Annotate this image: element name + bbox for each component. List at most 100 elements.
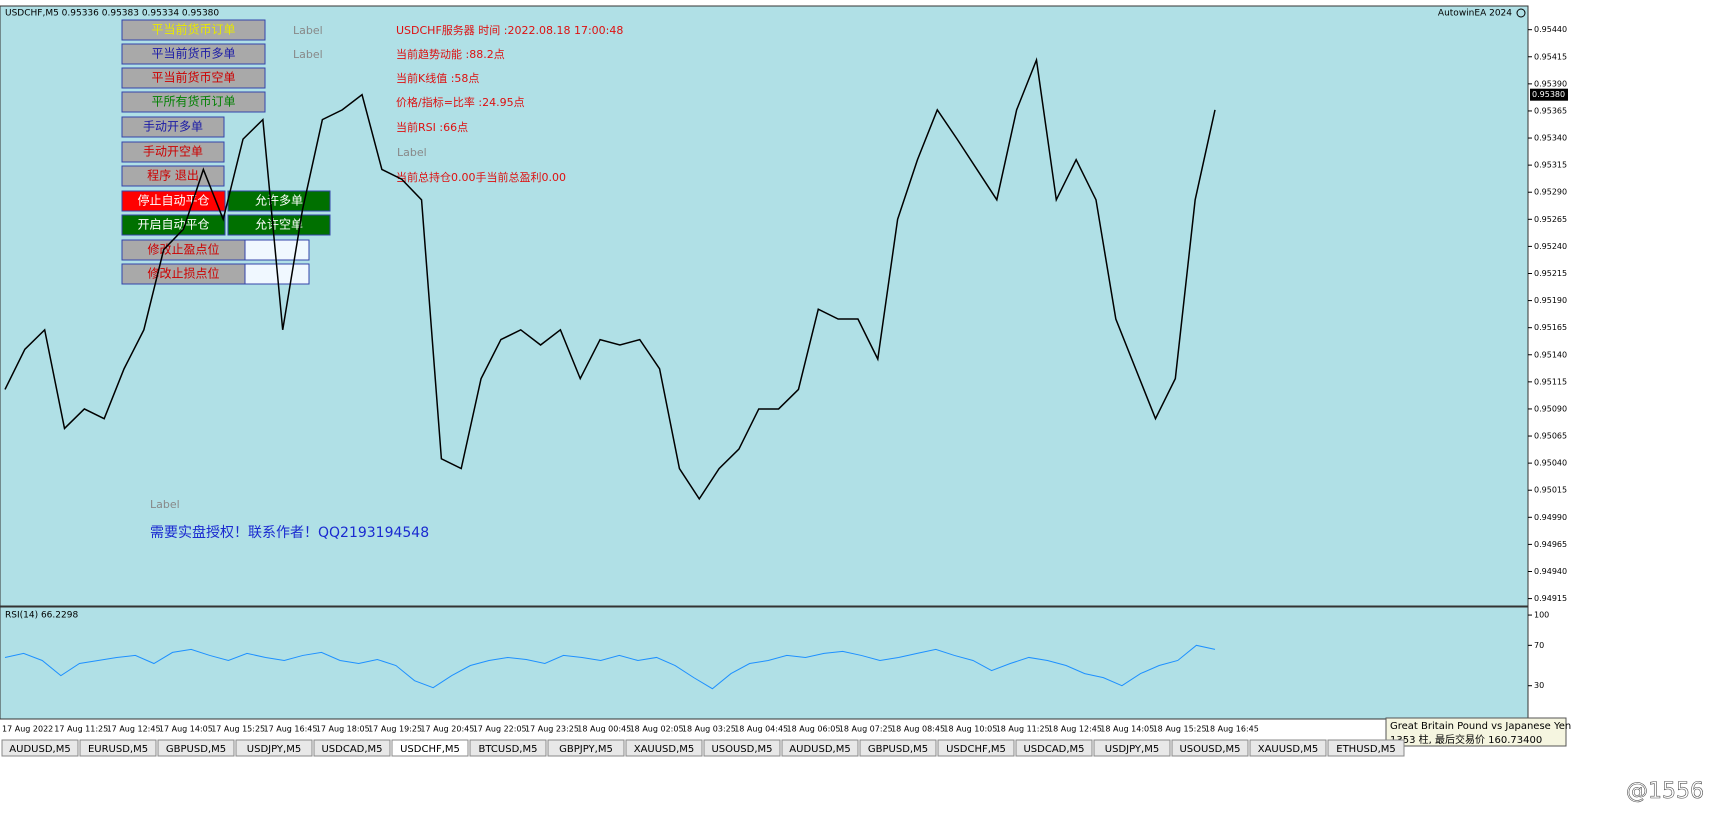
x-tick-label: 18 Aug 15:25: [1153, 725, 1207, 734]
x-tick-label: 17 Aug 19:25: [368, 725, 422, 734]
info-text: 当前总持仓0.00手当前总盈利0.00: [396, 170, 566, 184]
tab-label[interactable]: USDCHF,M5: [400, 744, 460, 755]
rsi-panel: [0, 606, 1529, 720]
tab[interactable]: [391, 739, 469, 757]
button-label[interactable]: 允许空单: [255, 217, 303, 232]
button[interactable]: [227, 214, 331, 236]
watermark: @1556: [1626, 779, 1704, 804]
tab-label[interactable]: GBPUSD,M5: [166, 744, 226, 755]
tab-label[interactable]: USDCAD,M5: [1023, 744, 1084, 755]
x-tick-label: 17 Aug 12:45: [107, 725, 161, 734]
y-tick-label: 0.95140: [1534, 350, 1567, 359]
tab-label[interactable]: XAUUSD,M5: [1258, 744, 1319, 755]
y-tick-label: 0.94915: [1534, 594, 1567, 603]
x-tick-label: 18 Aug 14:05: [1100, 725, 1154, 734]
symbol-info: USDCHF,M5 0.95336 0.95383 0.95334 0.9538…: [5, 9, 219, 19]
tab[interactable]: [469, 739, 547, 757]
button-label[interactable]: 修改止盈点位: [147, 242, 219, 257]
x-tick-label: 17 Aug 22:05: [473, 725, 527, 734]
tab[interactable]: [1093, 739, 1171, 757]
x-tick-label: 17 Aug 15:25: [211, 725, 265, 734]
tab-label[interactable]: BTCUSD,M5: [479, 744, 538, 755]
y-tick-label: 0.95265: [1534, 215, 1567, 224]
button[interactable]: [121, 190, 226, 212]
button[interactable]: [121, 67, 266, 89]
button-label[interactable]: 修改止损点位: [147, 266, 219, 281]
x-tick-label: 17 Aug 14:05: [159, 725, 213, 734]
button[interactable]: [121, 19, 266, 41]
button[interactable]: [121, 116, 225, 138]
tab[interactable]: [235, 739, 313, 757]
button[interactable]: [121, 214, 226, 236]
tab[interactable]: [313, 739, 391, 757]
y-tick-label: 0.95240: [1534, 242, 1567, 251]
button-label[interactable]: 手动开空单: [143, 145, 203, 159]
tab[interactable]: [625, 739, 703, 757]
x-tick-label: 18 Aug 12:45: [1048, 725, 1102, 734]
tab-label[interactable]: GBPJPY,M5: [559, 744, 613, 755]
y-tick-label: 0.94965: [1534, 540, 1567, 549]
y-tick-label: 0.95190: [1534, 296, 1567, 305]
button[interactable]: [121, 141, 225, 163]
notice: 需要实盘授权！联系作者！QQ2193194548: [150, 524, 429, 541]
button-label[interactable]: 平当前货币空单: [151, 70, 235, 85]
tab-label[interactable]: EURUSD,M5: [88, 744, 148, 755]
x-tick-label: 17 Aug 11:25: [54, 725, 108, 734]
tab[interactable]: [859, 739, 937, 757]
y-tick-label: 0.95440: [1534, 25, 1567, 34]
tab[interactable]: [547, 739, 625, 757]
tab[interactable]: [157, 739, 235, 757]
button-label[interactable]: 平当前货币多单: [151, 46, 235, 61]
tab-label[interactable]: XAUUSD,M5: [634, 744, 695, 755]
x-tick-label: 17 Aug 18:05: [316, 725, 370, 734]
tab[interactable]: [1, 739, 79, 757]
tab-label[interactable]: USDJPY,M5: [247, 744, 301, 755]
button-label[interactable]: 手动开多单: [143, 120, 203, 134]
tab[interactable]: [79, 739, 157, 757]
button-label[interactable]: 允许多单: [255, 193, 303, 208]
tab-label[interactable]: USDCHF,M5: [946, 744, 1006, 755]
button-label[interactable]: 程序 退出: [147, 168, 199, 183]
tab[interactable]: [1171, 739, 1249, 757]
x-tick-label: 17 Aug 23:25: [525, 725, 579, 734]
y-tick-label: 0.95315: [1534, 161, 1567, 170]
button-label[interactable]: 平所有货币订单: [151, 94, 235, 109]
tab-label[interactable]: AUDUSD,M5: [789, 744, 850, 755]
tab[interactable]: [703, 739, 781, 757]
info-text: 当前趋势动能 :88.2点: [396, 47, 505, 61]
info-text: USDCHF服务器 时间 :2022.08.18 17:00:48: [396, 24, 623, 37]
tab[interactable]: [937, 739, 1015, 757]
current-price-tag: [1530, 88, 1568, 101]
tab-label[interactable]: USDCAD,M5: [321, 744, 382, 755]
tab[interactable]: [1327, 739, 1405, 757]
x-tick-label: 18 Aug 02:05: [630, 725, 684, 734]
info-text: 价格/指标=比率 :24.95点: [396, 95, 525, 109]
x-tick-label: 17 Aug 20:45: [420, 725, 474, 734]
label: Label: [397, 146, 427, 159]
y-tick-label: 0.95040: [1534, 459, 1567, 468]
label: Label: [150, 498, 180, 511]
button-label[interactable]: 停止自动平仓: [137, 193, 209, 208]
tooltip-line: 1353 柱, 最后交易价 160.73400: [1390, 733, 1542, 746]
y-tick-label: 0.95165: [1534, 323, 1567, 332]
button[interactable]: [121, 165, 225, 187]
tab-label[interactable]: USOUSD,M5: [1179, 744, 1240, 755]
button[interactable]: [121, 91, 266, 113]
y-tick-label: 0.94990: [1534, 513, 1567, 522]
button-label[interactable]: 开启自动平仓: [137, 218, 209, 232]
tab-label[interactable]: USDJPY,M5: [1105, 744, 1159, 755]
tab-label[interactable]: ETHUSD,M5: [1336, 744, 1395, 755]
tab-label[interactable]: USOUSD,M5: [711, 744, 772, 755]
x-tick-label: 18 Aug 07:25: [839, 725, 893, 734]
input[interactable]: [244, 239, 310, 261]
y-tick-label: 100: [1534, 611, 1549, 620]
x-tick-label: 17 Aug 16:45: [264, 725, 318, 734]
tab-label[interactable]: GBPUSD,M5: [868, 744, 928, 755]
tab-label[interactable]: AUDUSD,M5: [9, 744, 70, 755]
button[interactable]: [121, 43, 266, 65]
tab[interactable]: [1015, 739, 1093, 757]
button-label[interactable]: 平当前货币订单: [151, 22, 235, 37]
y-tick-label: 0.95340: [1534, 134, 1567, 143]
tab[interactable]: [781, 739, 859, 757]
tab[interactable]: [1249, 739, 1327, 757]
